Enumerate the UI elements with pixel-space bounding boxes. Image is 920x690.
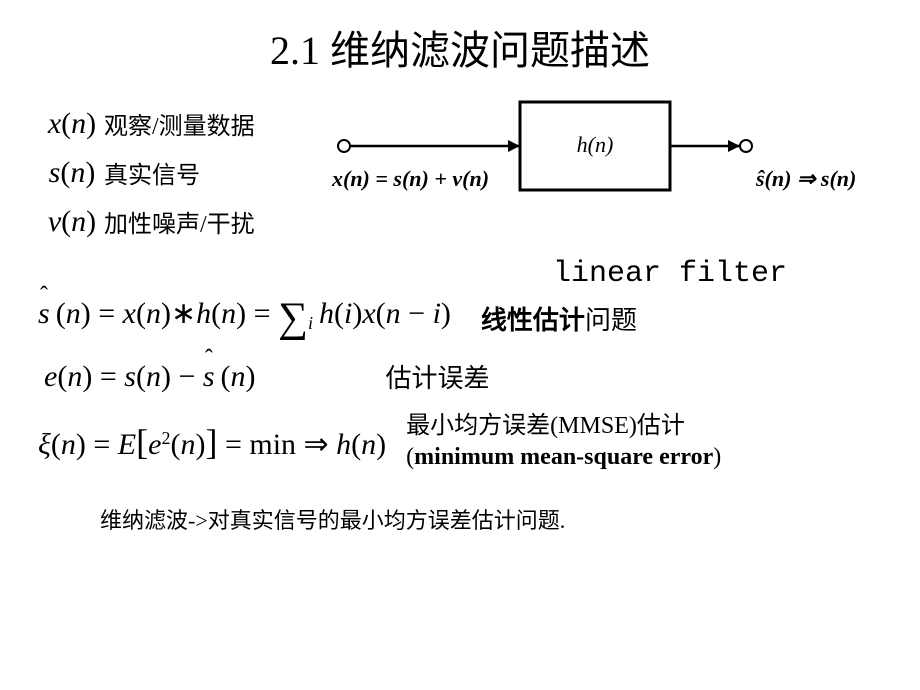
filter-caption: linear filter <box>440 257 900 291</box>
eq1-row: s (n) = x(n)∗h(n) = ∑i h(i)x(n − i) 线性估计… <box>38 294 900 342</box>
eq2: e(n) = s(n) − s (n) <box>38 360 256 394</box>
block-label: h(n) <box>577 132 614 157</box>
desc-x: 观察/测量数据 <box>104 106 255 141</box>
equations-block: s (n) = x(n)∗h(n) = ∑i h(i)x(n − i) 线性估计… <box>0 286 920 473</box>
symbol-definitions: x(n) 观察/测量数据 s(n) 真实信号 v(n) 加性噪声/干扰 <box>40 96 320 286</box>
def-x: x(n) 观察/测量数据 <box>40 106 320 141</box>
def-s: s(n) 真实信号 <box>40 155 320 190</box>
desc-s: 真实信号 <box>104 155 200 190</box>
sym-x: x(n) <box>40 107 104 141</box>
eq1-label: 线性估计问题 <box>481 300 637 337</box>
sym-s: s(n) <box>40 156 104 190</box>
block-diagram: h(n) x(n) = s(n) + v(n) ŝ(n) ⇒ s(n) line… <box>320 96 900 286</box>
filter-diagram-svg: h(n) x(n) = s(n) + v(n) ŝ(n) ⇒ s(n) <box>320 96 880 256</box>
eq2-row: e(n) = s(n) − s (n) 估计误差 <box>38 358 900 395</box>
sym-v: v(n) <box>40 205 104 239</box>
eq1: s (n) = x(n)∗h(n) = ∑i h(i)x(n − i) <box>38 294 451 342</box>
input-label: x(n) = s(n) + v(n) <box>331 166 489 191</box>
upper-section: x(n) 观察/测量数据 s(n) 真实信号 v(n) 加性噪声/干扰 h(n)… <box>0 86 920 286</box>
eq3: ξ(n) = E[e2(n)] = min ⇒ h(n) <box>38 421 386 463</box>
footer-note: 维纳滤波->对真实信号的最小均方误差估计问题. <box>0 489 920 535</box>
page-title: 2.1 维纳滤波问题描述 <box>0 0 920 86</box>
eq2-label: 估计误差 <box>386 358 490 395</box>
def-v: v(n) 加性噪声/干扰 <box>40 204 320 239</box>
desc-v: 加性噪声/干扰 <box>104 204 255 239</box>
eq3-row: ξ(n) = E[e2(n)] = min ⇒ h(n) 最小均方误差(MMSE… <box>38 411 900 473</box>
output-label: ŝ(n) ⇒ s(n) <box>755 166 856 191</box>
eq3-label: 最小均方误差(MMSE)估计 (minimum mean-square erro… <box>406 411 721 473</box>
